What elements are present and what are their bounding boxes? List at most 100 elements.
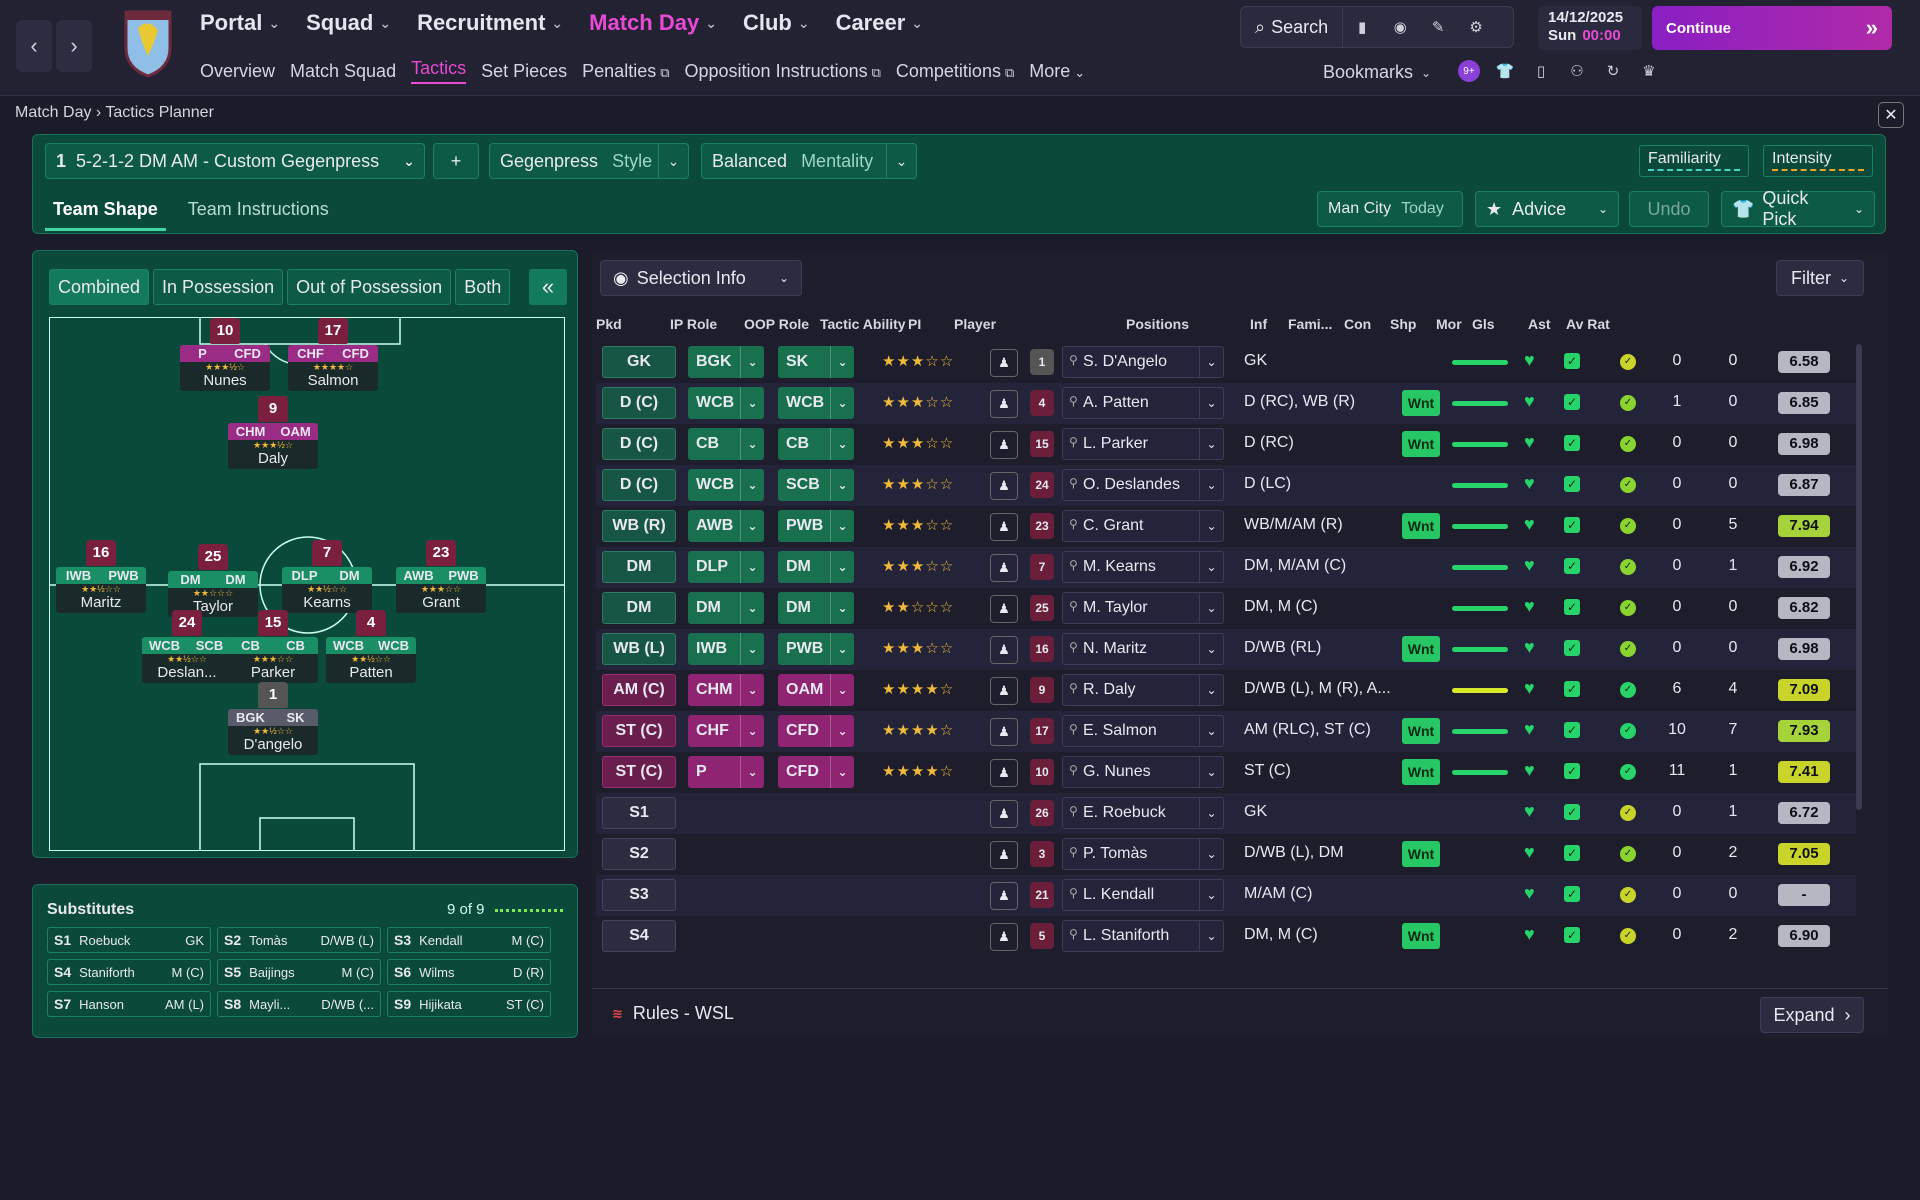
picked-position[interactable]: AM (C) bbox=[602, 674, 676, 706]
ip-role-dropdown[interactable]: WCB ⌄ bbox=[688, 387, 764, 419]
subnav-match-squad[interactable]: Match Squad bbox=[290, 61, 396, 82]
ip-role-dropdown[interactable]: DM ⌄ bbox=[688, 592, 764, 624]
picked-position[interactable]: DM bbox=[602, 551, 676, 583]
close-button[interactable]: ✕ bbox=[1878, 102, 1904, 128]
subnav-competitions[interactable]: Competitions ⧉ bbox=[896, 61, 1014, 82]
collapse-button[interactable]: « bbox=[529, 269, 567, 305]
column-header-1[interactable]: IP Role bbox=[670, 316, 718, 332]
board-icon[interactable]: ▯ bbox=[1536, 63, 1546, 80]
pitch-player-maritz[interactable]: 16 IWB PWB ★★½☆☆ Maritz bbox=[56, 540, 146, 613]
nav-item-match-day[interactable]: Match Day ⌄ bbox=[589, 10, 717, 36]
column-header-9[interactable]: Con bbox=[1344, 316, 1372, 332]
sub-slot-s1[interactable]: S1 Roebuck GK bbox=[47, 927, 211, 953]
player-selector[interactable]: ⚲ C. Grant ⌄ bbox=[1062, 510, 1224, 542]
sub-slot-s6[interactable]: S6 Wilms D (R) bbox=[387, 959, 551, 985]
player-instructions-icon[interactable]: ♟ bbox=[990, 472, 1018, 500]
filter-button[interactable]: Filter ⌄ bbox=[1776, 260, 1864, 296]
column-header-12[interactable]: Gls bbox=[1472, 316, 1495, 332]
player-selector[interactable]: ⚲ P. Tomàs ⌄ bbox=[1062, 838, 1224, 870]
column-header-4[interactable]: PI bbox=[908, 316, 922, 332]
opponent-info[interactable]: Man City Today bbox=[1317, 191, 1463, 227]
ip-role-dropdown[interactable]: DLP ⌄ bbox=[688, 551, 764, 583]
trophy-icon[interactable]: ♛ bbox=[1642, 63, 1656, 80]
ip-role-dropdown[interactable]: P ⌄ bbox=[688, 756, 764, 788]
ip-role-dropdown[interactable]: IWB ⌄ bbox=[688, 633, 764, 665]
tab-team-shape[interactable]: Team Shape bbox=[45, 193, 166, 231]
oop-role-dropdown[interactable]: SCB ⌄ bbox=[778, 469, 854, 501]
sub-slot-s4[interactable]: S4 Staniforth M (C) bbox=[47, 959, 211, 985]
pitch-player-parker[interactable]: 15 CB CB ★★★☆☆ Parker bbox=[228, 610, 318, 683]
oop-role-dropdown[interactable]: OAM ⌄ bbox=[778, 674, 854, 706]
back-button[interactable]: ‹ bbox=[16, 20, 52, 72]
selection-info-dropdown[interactable]: ◉ Selection Info ⌄ bbox=[600, 260, 802, 296]
oop-role-dropdown[interactable]: WCB ⌄ bbox=[778, 387, 854, 419]
table-row[interactable]: GK BGK ⌄ SK ⌄ ★★★☆☆ ♟ 1 ⚲ S. D'Angelo ⌄ GK ♥ ✓ ✓ 0 0 6.58 bbox=[596, 342, 1856, 383]
column-header-7[interactable]: Inf bbox=[1250, 316, 1268, 332]
forward-button[interactable]: › bbox=[56, 20, 92, 72]
pitch-player-kearns[interactable]: 7 DLP DM ★★½☆☆ Kearns bbox=[282, 540, 372, 613]
gear-icon[interactable]: ⚙ bbox=[1469, 19, 1483, 36]
view-combined[interactable]: Combined bbox=[49, 269, 150, 305]
oop-role-dropdown[interactable]: CB ⌄ bbox=[778, 428, 854, 460]
view-in-possession[interactable]: In Possession bbox=[153, 269, 284, 305]
player-instructions-icon[interactable]: ♟ bbox=[990, 718, 1018, 746]
player-instructions-icon[interactable]: ♟ bbox=[990, 759, 1018, 787]
subnav-penalties[interactable]: Penalties ⧉ bbox=[582, 61, 669, 82]
table-row[interactable]: D (C) WCB ⌄ SCB ⌄ ★★★☆☆ ♟ 24 ⚲ O. Deslandes ⌄ D (LC… bbox=[596, 465, 1856, 506]
picked-position[interactable]: S2 bbox=[602, 838, 676, 870]
player-selector[interactable]: ⚲ L. Kendall ⌄ bbox=[1062, 879, 1224, 911]
column-header-2[interactable]: OOP Role bbox=[744, 316, 810, 332]
player-instructions-icon[interactable]: ♟ bbox=[990, 882, 1018, 910]
picked-position[interactable]: ST (C) bbox=[602, 756, 676, 788]
add-tactic-button[interactable]: + bbox=[433, 143, 479, 179]
table-row[interactable]: WB (L) IWB ⌄ PWB ⌄ ★★★☆☆ ♟ 16 ⚲ N. Maritz ⌄ D/WB (R… bbox=[596, 629, 1856, 670]
table-row[interactable]: DM DLP ⌄ DM ⌄ ★★★☆☆ ♟ 7 ⚲ M. Kearns ⌄ DM, M/AM (C) ♥… bbox=[596, 547, 1856, 588]
view-out-of-possession[interactable]: Out of Possession bbox=[287, 269, 452, 305]
table-row[interactable]: ST (C) P ⌄ CFD ⌄ ★★★★☆ ♟ 10 ⚲ G. Nunes ⌄ ST (C) Wnt ♥… bbox=[596, 752, 1856, 793]
player-selector[interactable]: ⚲ L. Parker ⌄ bbox=[1062, 428, 1224, 460]
player-selector[interactable]: ⚲ E. Roebuck ⌄ bbox=[1062, 797, 1224, 829]
picked-position[interactable]: S4 bbox=[602, 920, 676, 952]
column-header-11[interactable]: Mor bbox=[1436, 316, 1462, 332]
player-selector[interactable]: ⚲ M. Kearns ⌄ bbox=[1062, 551, 1224, 583]
player-selector[interactable]: ⚲ A. Patten ⌄ bbox=[1062, 387, 1224, 419]
shirt-icon[interactable]: 👕 bbox=[1495, 63, 1515, 80]
tactic-selector[interactable]: 1 5-2-1-2 DM AM - Custom Gegenpress ⌄ bbox=[45, 143, 425, 179]
ip-role-dropdown[interactable]: BGK ⌄ bbox=[688, 346, 764, 378]
style-dropdown[interactable]: Gegenpress Style ⌄ bbox=[489, 143, 689, 179]
picked-position[interactable]: D (C) bbox=[602, 469, 676, 501]
quick-pick-button[interactable]: 👕 Quick Pick ⌄ bbox=[1721, 188, 1875, 229]
column-header-8[interactable]: Fami... bbox=[1288, 316, 1333, 332]
pitch-player-deslan[interactable]: 24 WCB SCB ★★½☆☆ Deslan... bbox=[142, 610, 232, 683]
table-row[interactable]: S3 ♟ 21 ⚲ L. Kendall ⌄ M/AM (C) ♥ ✓ ✓ 0 0 - bbox=[596, 875, 1856, 916]
player-selector[interactable]: ⚲ N. Maritz ⌄ bbox=[1062, 633, 1224, 665]
picked-position[interactable]: S3 bbox=[602, 879, 676, 911]
pitch-player-patten[interactable]: 4 WCB WCB ★★½☆☆ Patten bbox=[326, 610, 416, 683]
nav-item-squad[interactable]: Squad ⌄ bbox=[306, 10, 391, 36]
column-header-14[interactable]: Av Rat bbox=[1566, 316, 1610, 332]
table-row[interactable]: D (C) CB ⌄ CB ⌄ ★★★☆☆ ♟ 15 ⚲ L. Parker ⌄ D (RC) Wnt ♥… bbox=[596, 424, 1856, 465]
oop-role-dropdown[interactable]: SK ⌄ bbox=[778, 346, 854, 378]
mentality-dropdown[interactable]: Balanced Mentality ⌄ bbox=[701, 143, 917, 179]
bookmarks-dropdown[interactable]: Bookmarks ⌄ bbox=[1323, 62, 1431, 83]
staff-icon[interactable]: ⚇ bbox=[1570, 63, 1584, 80]
column-header-13[interactable]: Ast bbox=[1528, 316, 1551, 332]
column-header-6[interactable]: Positions bbox=[1126, 316, 1190, 332]
column-header-10[interactable]: Shp bbox=[1390, 316, 1417, 332]
breadcrumb-parent[interactable]: Match Day bbox=[15, 104, 92, 121]
picked-position[interactable]: S1 bbox=[602, 797, 676, 829]
pitch-player-taylor[interactable]: 25 DM DM ★★☆☆☆ Taylor bbox=[168, 544, 258, 617]
column-header-3[interactable]: Tactic Ability bbox=[820, 316, 906, 332]
oop-role-dropdown[interactable]: PWB ⌄ bbox=[778, 633, 854, 665]
view-both[interactable]: Both bbox=[455, 269, 511, 305]
notification-icon[interactable]: 9+ bbox=[1458, 60, 1480, 82]
table-row[interactable]: WB (R) AWB ⌄ PWB ⌄ ★★★☆☆ ♟ 23 ⚲ C. Grant ⌄ WB/M/AM … bbox=[596, 506, 1856, 547]
oop-role-dropdown[interactable]: DM ⌄ bbox=[778, 551, 854, 583]
table-row[interactable]: S1 ♟ 26 ⚲ E. Roebuck ⌄ GK ♥ ✓ ✓ 0 1 6.72 bbox=[596, 793, 1856, 834]
oop-role-dropdown[interactable]: CFD ⌄ bbox=[778, 715, 854, 747]
ip-role-dropdown[interactable]: WCB ⌄ bbox=[688, 469, 764, 501]
continue-button[interactable]: Continue » bbox=[1652, 6, 1892, 50]
player-selector[interactable]: ⚲ E. Salmon ⌄ bbox=[1062, 715, 1224, 747]
table-row[interactable]: D (C) WCB ⌄ WCB ⌄ ★★★☆☆ ♟ 4 ⚲ A. Patten ⌄ D (RC), W… bbox=[596, 383, 1856, 424]
ip-role-dropdown[interactable]: CHF ⌄ bbox=[688, 715, 764, 747]
